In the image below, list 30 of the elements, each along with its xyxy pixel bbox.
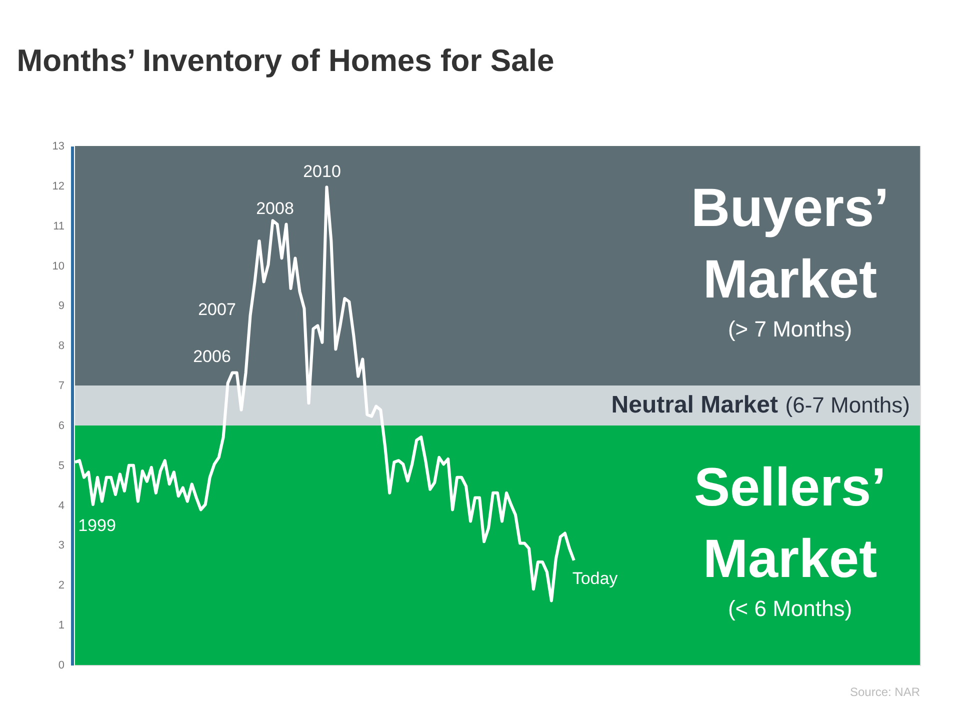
- y-tick-label: 5: [58, 460, 64, 472]
- y-tick-label: 13: [52, 140, 64, 152]
- y-tick-label: 3: [58, 540, 64, 552]
- y-tick-label: 0: [58, 660, 64, 672]
- y-tick-label: 2: [58, 580, 64, 592]
- annotation: 2010: [303, 162, 341, 181]
- y-tick-label: 9: [58, 300, 64, 312]
- text: Market: [702, 250, 878, 310]
- y-tick-label: 11: [53, 220, 64, 232]
- y-tick-label: 10: [52, 260, 64, 272]
- text: (6-7 Months): [785, 392, 910, 418]
- y-tick-label: 4: [58, 500, 64, 512]
- text: Market: [702, 529, 878, 590]
- y-tick-label: 8: [58, 340, 64, 352]
- text: Neutral Market: [611, 392, 778, 418]
- y-tick-label: 7: [58, 380, 64, 392]
- text: (< 6 Months): [728, 596, 852, 622]
- y-tick-label: 6: [58, 420, 64, 432]
- y-tick-label: 12: [52, 180, 64, 192]
- source-note: Source: NAR: [850, 685, 920, 699]
- annotation: 2008: [256, 199, 294, 218]
- annotation: 2006: [193, 347, 231, 366]
- chart-title: Months’ Inventory of Homes for Sale: [16, 43, 554, 78]
- text: Sellers’: [694, 457, 886, 518]
- annotation: 1999: [78, 516, 116, 535]
- text: (> 7 Months): [728, 316, 852, 342]
- annotation: Today: [572, 569, 618, 588]
- text: Buyers’: [690, 178, 890, 238]
- y-tick-label: 1: [58, 620, 64, 632]
- annotation: 2007: [198, 300, 236, 319]
